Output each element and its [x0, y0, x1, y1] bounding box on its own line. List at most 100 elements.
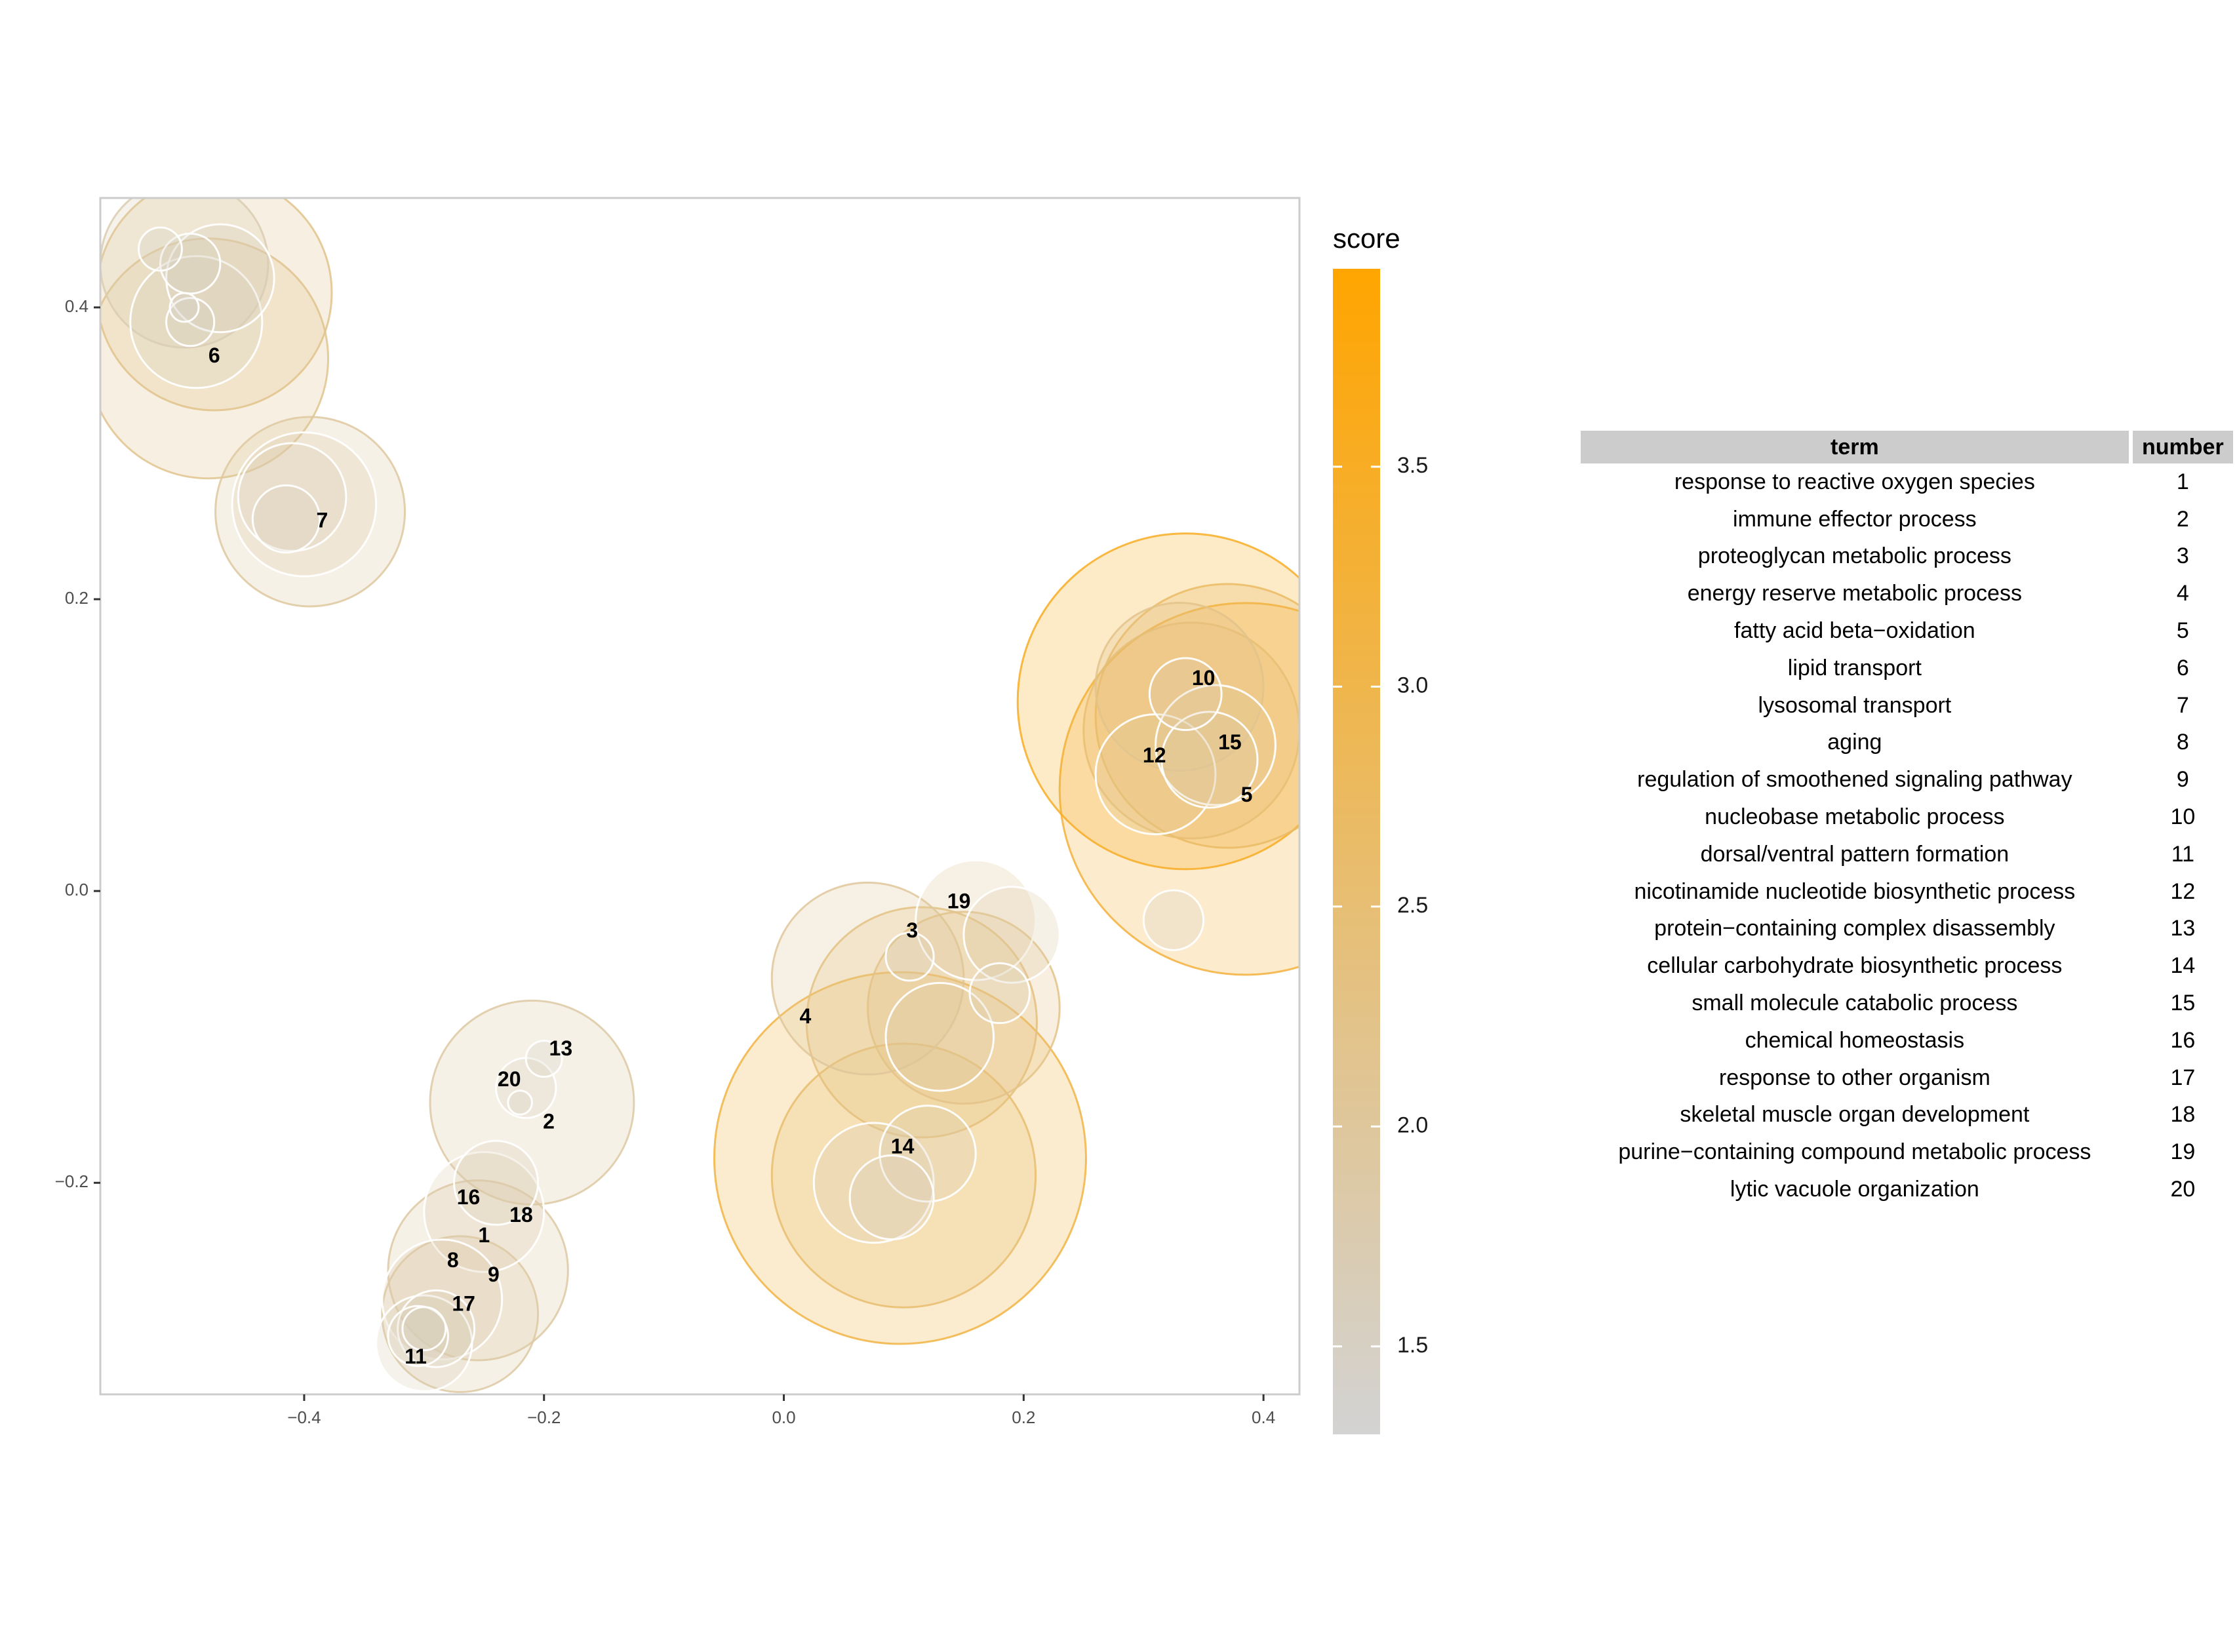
legend-tick-label: 3.0	[1397, 673, 1428, 698]
bubble	[770, 1042, 1037, 1308]
term-cell: nucleobase metabolic process	[1705, 804, 2005, 830]
term-cell: response to other organism	[1718, 1065, 1990, 1090]
legend-colorbar	[1333, 269, 1380, 1434]
bubble	[525, 1040, 563, 1078]
table-row: response to other organism 17	[1581, 1059, 2233, 1097]
term-cell: fatty acid beta−oxidation	[1734, 618, 1975, 644]
table-row: purine−containing compound metabolic pro…	[1581, 1133, 2233, 1171]
number-cell: 10	[2170, 804, 2196, 830]
number-cell: 6	[2176, 655, 2189, 680]
bubble	[453, 1139, 540, 1226]
table-row: small molecule catabolic process 15	[1581, 985, 2233, 1022]
y-axis: −0.2 0.0 0.2 0.4	[55, 296, 100, 1191]
bubble	[1155, 684, 1277, 806]
term-cell: response to reactive oxygen species	[1674, 469, 2035, 494]
table-row: regulation of smoothened signaling pathw…	[1581, 761, 2233, 798]
term-cell: lysosomal transport	[1758, 692, 1952, 718]
table-row: protein−containing complex disassembly 13	[1581, 911, 2233, 948]
term-cell: lytic vacuole organization	[1730, 1177, 1979, 1202]
table-row: lipid transport 6	[1581, 650, 2233, 687]
point-label: 8	[447, 1248, 459, 1272]
point-label: 4	[800, 1004, 812, 1028]
point-label: 7	[316, 509, 328, 532]
term-cell: skeletal muscle organ development	[1680, 1102, 2030, 1128]
bubble	[387, 1179, 569, 1362]
bubble	[129, 255, 264, 389]
plot-panel-border	[99, 197, 1301, 1396]
number-cell: 16	[2170, 1027, 2196, 1053]
number-cell: 11	[2171, 841, 2194, 867]
number-cell: 5	[2176, 618, 2189, 644]
bubble	[165, 223, 275, 334]
term-cell: chemical homeostasis	[1745, 1027, 1965, 1053]
point-label: 16	[457, 1185, 481, 1209]
term-cell: immune effector process	[1733, 506, 1977, 532]
number-cell: 14	[2170, 953, 2196, 979]
legend-tick-label: 3.5	[1397, 453, 1428, 478]
y-tick-label: 0.4	[65, 296, 89, 316]
score-legend: score 1.5 2.0 2.5 3.0 3.5	[1333, 223, 1428, 1434]
x-axis: −0.4 −0.2 0.0 0.2 0.4	[287, 1394, 1275, 1427]
bubble	[1148, 657, 1223, 732]
term-cell: nicotinamide nucleotide biosynthetic pro…	[1634, 878, 2076, 904]
bubble	[100, 198, 333, 412]
point-label: 3	[906, 918, 918, 942]
table-row: dorsal/ventral pattern formation 11	[1581, 836, 2233, 873]
point-label: 6	[208, 344, 220, 367]
bubble	[1094, 602, 1265, 772]
table-row: energy reserve metabolic process 4	[1581, 575, 2233, 612]
number-cell: 18	[2170, 1102, 2196, 1128]
term-cell: lipid transport	[1787, 655, 1922, 680]
number-cell: 15	[2170, 991, 2196, 1016]
x-tick-label: −0.4	[287, 1407, 321, 1427]
bubble	[100, 198, 269, 349]
bubble	[915, 859, 1037, 981]
legend-title: score	[1333, 223, 1400, 254]
number-cell: 9	[2176, 767, 2189, 793]
bubble	[1160, 711, 1259, 809]
bubble	[507, 1090, 533, 1116]
bubble	[1016, 532, 1299, 871]
bubble	[214, 416, 406, 608]
table-row: response to reactive oxygen species 1	[1581, 463, 2233, 501]
table-row: nicotinamide nucleotide biosynthetic pro…	[1581, 873, 2233, 911]
number-cell: 12	[2170, 878, 2196, 904]
x-tick-label: 0.4	[1252, 1407, 1275, 1427]
table-row: fatty acid beta−oxidation 5	[1581, 612, 2233, 650]
legend-tick-label: 2.5	[1397, 893, 1428, 918]
header-number: number	[2132, 431, 2233, 463]
x-tick-label: 0.2	[1012, 1407, 1035, 1427]
point-label: 2	[543, 1109, 555, 1133]
y-tick-label: 0.2	[65, 588, 89, 608]
bubble	[713, 971, 1087, 1345]
bubble	[848, 1154, 935, 1241]
bubble	[879, 1105, 977, 1203]
term-cell: small molecule catabolic process	[1692, 991, 2018, 1016]
table-row: skeletal muscle organ development 18	[1581, 1097, 2233, 1134]
number-cell: 19	[2170, 1139, 2196, 1165]
point-label: 9	[488, 1263, 500, 1286]
legend-tick-label: 2.0	[1397, 1112, 1428, 1137]
term-cell: proteoglycan metabolic process	[1697, 543, 2011, 569]
term-cell: regulation of smoothened signaling pathw…	[1637, 767, 2072, 793]
bubble	[397, 1289, 476, 1368]
point-label: 15	[1218, 730, 1242, 754]
number-cell: 4	[2176, 581, 2189, 606]
bubble	[231, 431, 378, 578]
number-cell: 13	[2170, 916, 2196, 941]
point-label: 20	[498, 1067, 521, 1091]
table-row: proteoglycan metabolic process 3	[1581, 538, 2233, 576]
bubble	[138, 226, 183, 272]
x-tick-label: 0.0	[772, 1407, 795, 1427]
bubble	[884, 932, 935, 982]
bubble	[1094, 583, 1299, 849]
bubble	[168, 292, 200, 323]
bubble	[251, 484, 321, 554]
term-table: term number response to reactive oxygen …	[1577, 431, 2237, 1208]
number-cell: 17	[2170, 1065, 2196, 1090]
bubble	[867, 911, 1061, 1105]
number-cell: 8	[2176, 730, 2189, 755]
bubble	[381, 1235, 540, 1393]
term-cell: dorsal/ventral pattern formation	[1700, 841, 2009, 867]
